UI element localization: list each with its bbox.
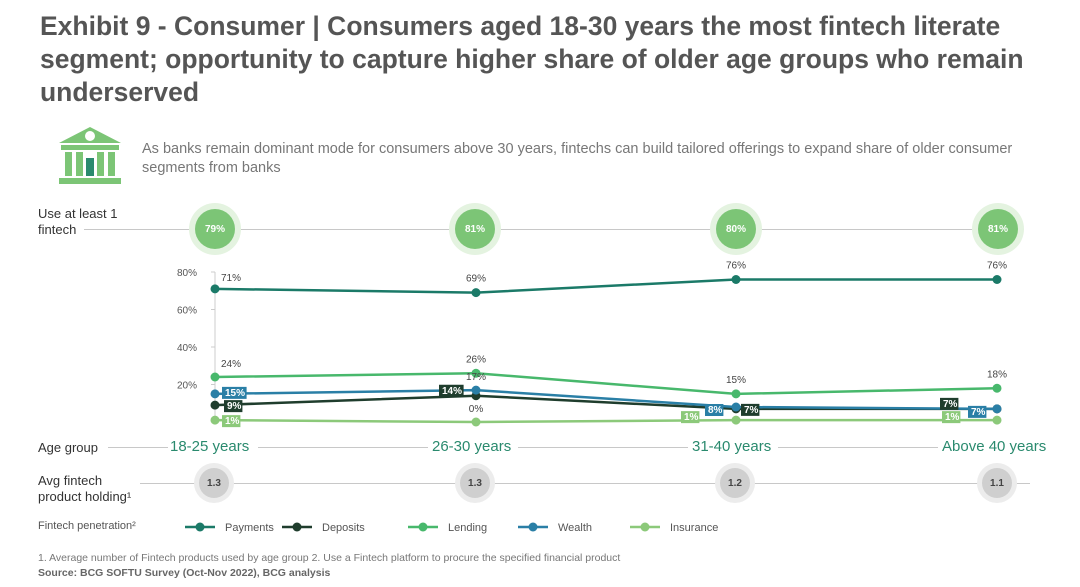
data-label-insurance-1: 0% [469, 404, 484, 415]
data-label-payments-0: 71% [221, 273, 241, 284]
age-group-label: Age group [38, 440, 98, 455]
data-label-box-deposits-0 [224, 400, 243, 413]
point-wealth-2 [731, 402, 741, 412]
legend-label-lending: Lending [448, 522, 487, 534]
use-badge-26-30: 81% [455, 209, 495, 249]
point-insurance-1 [471, 417, 481, 427]
point-lending-2 [731, 389, 741, 399]
exhibit-title: Exhibit 9 - Consumer | Consumers aged 18… [40, 11, 1024, 107]
point-wealth-1 [471, 385, 481, 395]
data-label-wealth-3: 7% [971, 407, 986, 418]
age-label-26-30: 26-30 years [432, 438, 512, 455]
legend-label-insurance: Insurance [670, 522, 718, 534]
age-label-above-40: Above 40 years [942, 438, 1047, 455]
data-label-box-wealth-3 [968, 405, 987, 418]
data-label-payments-1: 69% [466, 274, 486, 285]
legend-marker-lending [418, 522, 428, 532]
legend-label-payments: Payments [225, 522, 274, 534]
legend-label-wealth: Wealth [558, 522, 592, 534]
data-label-box-deposits-3 [940, 397, 959, 410]
holding-badge-18-25: 1.3 [199, 468, 229, 498]
data-label-wealth-0: 15% [225, 388, 245, 399]
source-note: Source: BCG SOFTU Survey (Oct-Nov 2022),… [38, 567, 331, 579]
data-label-deposits-3: 7% [943, 399, 958, 410]
data-label-box-insurance-3 [942, 411, 961, 424]
point-wealth-3 [992, 404, 1002, 414]
legend-label-deposits: Deposits [322, 522, 365, 534]
subtitle: As banks remain dominant mode for consum… [142, 141, 1013, 176]
point-payments-0 [210, 284, 220, 294]
use-fintech-label: Use at least 1 fintech [38, 206, 118, 237]
holding-badge-above-40: 1.1 [982, 468, 1012, 498]
age-line-2 [518, 447, 688, 448]
y-tick-label: 20% [177, 381, 197, 392]
data-label-insurance-2: 1% [684, 412, 699, 423]
footnote: 1. Average number of Fintech products us… [38, 552, 621, 564]
data-label-deposits-0: 9% [227, 401, 242, 412]
age-label-18-25: 18-25 years [170, 438, 250, 455]
series-line-insurance [214, 418, 997, 424]
data-label-lending-1: 26% [466, 354, 486, 365]
data-label-lending-3: 18% [987, 369, 1007, 380]
legend-marker-payments [195, 522, 205, 532]
series-line-wealth [214, 388, 998, 411]
holding-label: Avg fintech product holding¹ [38, 473, 132, 504]
data-label-payments-2: 76% [726, 261, 746, 272]
point-insurance-2 [731, 415, 741, 425]
use-badge-above-40: 81% [978, 209, 1018, 249]
data-label-box-wealth-2 [705, 404, 724, 416]
y-tick-label: 80% [177, 268, 197, 279]
legend-marker-wealth [528, 522, 538, 532]
data-label-payments-3: 76% [987, 261, 1007, 272]
data-label-box-wealth-0 [222, 386, 247, 399]
y-tick-label: 40% [177, 343, 197, 354]
point-insurance-3 [992, 415, 1002, 425]
use-badge-18-25: 79% [195, 209, 235, 249]
point-payments-1 [471, 288, 481, 298]
point-deposits-0 [210, 400, 220, 410]
data-label-box-insurance-0 [222, 415, 241, 428]
legend-marker-deposits [292, 522, 302, 532]
data-label-deposits-2: 7% [744, 405, 759, 416]
point-payments-2 [731, 275, 741, 284]
data-label-box-deposits-2 [741, 403, 760, 416]
series-line-lending [214, 371, 998, 396]
holding-badge-31-40: 1.2 [720, 468, 750, 498]
age-line-3 [778, 447, 938, 448]
data-label-insurance-3: 1% [945, 412, 960, 423]
series-line-payments [214, 278, 997, 294]
holding-line [140, 483, 1030, 484]
legend: Payments Deposits Lending Wealth Insurance [185, 522, 718, 534]
use-badge-31-40: 80% [716, 209, 756, 249]
data-label-wealth-2: 8% [708, 405, 723, 416]
age-line-1 [258, 447, 428, 448]
data-label-deposits-1: 14% [442, 386, 462, 397]
data-label-box-deposits-1 [439, 384, 464, 397]
point-lending-1 [471, 368, 481, 378]
point-payments-3 [992, 275, 1002, 284]
data-label-lending-0: 24% [221, 359, 241, 370]
holding-badge-26-30: 1.3 [460, 468, 490, 498]
point-lending-0 [210, 372, 220, 382]
data-label-lending-2: 15% [726, 375, 746, 386]
bank-icon [59, 127, 121, 184]
age-label-31-40: 31-40 years [692, 438, 772, 455]
use-fintech-line [84, 229, 1024, 230]
data-label-insurance-0: 1% [225, 416, 240, 427]
point-insurance-0 [210, 415, 220, 425]
penetration-legend-title: Fintech penetration² [38, 520, 136, 532]
data-label-box-insurance-2 [681, 411, 700, 424]
legend-marker-insurance [640, 522, 650, 532]
age-line-0 [108, 447, 168, 448]
data-label-wealth-1: 17% [466, 372, 486, 383]
point-lending-3 [992, 383, 1002, 393]
point-wealth-0 [210, 389, 220, 399]
y-tick-label: 60% [177, 306, 197, 317]
